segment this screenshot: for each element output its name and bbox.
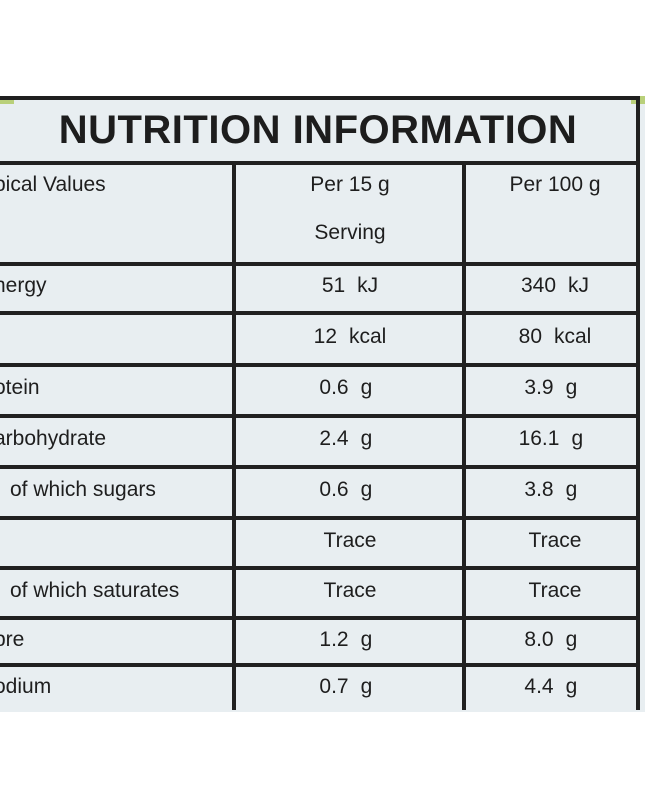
unit: g (565, 628, 578, 651)
serving-cell: 1.2 g (238, 624, 462, 656)
serving-cell: 12 kcal (238, 321, 462, 353)
value: 12 (313, 325, 337, 348)
value: 0.6 (319, 376, 349, 399)
packaging-edge-left (0, 96, 14, 104)
row-name: odium (0, 675, 52, 698)
row-divider (0, 616, 636, 620)
row-divider (0, 465, 636, 469)
row-divider (0, 262, 636, 266)
row-divider (0, 663, 636, 667)
row-divider (0, 363, 636, 367)
row-name (0, 321, 224, 353)
label-panel (0, 96, 645, 712)
serving-cell: 2.4 g (238, 423, 462, 455)
value: 8.0 (524, 628, 554, 651)
row-name: of which saturates (10, 579, 180, 602)
nutrition-label: NUTRITION INFORMATION pical Values Per 1… (0, 96, 640, 710)
row-name: t (0, 525, 224, 557)
unit: kJ (568, 274, 590, 297)
per100-cell: Trace (528, 529, 582, 552)
title-divider (0, 161, 636, 165)
serving-cell: 0.7 g (238, 671, 462, 703)
header-per-100g: Per 100 g (509, 173, 601, 196)
row-divider (0, 414, 636, 418)
value: 0.6 (319, 478, 349, 501)
row-divider (0, 566, 636, 570)
per100-cell: Trace (528, 579, 582, 602)
value: 80 (518, 325, 542, 348)
unit: g (360, 628, 373, 651)
unit: g (565, 478, 578, 501)
per100-cell: 3.9 g (470, 372, 636, 404)
row-name: otein (0, 376, 40, 399)
row-name: of which sugars (10, 478, 156, 501)
per100-cell: 4.4 g (470, 671, 636, 703)
column-divider (462, 165, 466, 710)
row-divider (0, 311, 636, 315)
unit: kcal (554, 325, 592, 348)
serving-cell: 51 kJ (238, 270, 462, 302)
nutrition-table: pical Values Per 15 g Serving Per 100 g … (0, 165, 636, 710)
row-name: nergy (0, 274, 47, 297)
unit: g (565, 675, 578, 698)
header-per-serving: Per 15 g (310, 173, 390, 196)
unit: g (571, 427, 584, 450)
column-divider (232, 165, 236, 710)
header-serving: Serving (314, 221, 386, 244)
row-name: bre (0, 628, 25, 651)
row-divider (0, 516, 636, 520)
value: 3.9 (524, 376, 554, 399)
value: 3.8 (524, 478, 554, 501)
unit: g (360, 376, 373, 399)
unit: g (360, 675, 373, 698)
serving-cell: Trace (323, 529, 377, 552)
per100-cell: 8.0 g (470, 624, 636, 656)
unit: g (360, 478, 373, 501)
value: 4.4 (524, 675, 554, 698)
unit: g (360, 427, 373, 450)
row-name: arbohydrate (0, 427, 107, 450)
serving-cell: 0.6 g (238, 372, 462, 404)
serving-cell: 0.6 g (238, 474, 462, 506)
value: 1.2 (319, 628, 349, 651)
unit: kcal (349, 325, 387, 348)
value: 51 (321, 274, 346, 297)
value: 16.1 (518, 427, 560, 450)
unit: kJ (357, 274, 379, 297)
per100-cell: 340 kJ (470, 270, 636, 302)
photo-background (0, 712, 645, 807)
value: 2.4 (319, 427, 349, 450)
value: 340 (520, 274, 557, 297)
value: 0.7 (319, 675, 349, 698)
serving-cell: Trace (323, 579, 377, 602)
per100-cell: 16.1 g (470, 423, 636, 455)
header-typical-values: pical Values (0, 173, 106, 196)
per100-cell: 80 kcal (470, 321, 636, 353)
per100-cell: 3.8 g (470, 474, 636, 506)
nutrition-title: NUTRITION INFORMATION (58, 108, 578, 152)
unit: g (565, 376, 578, 399)
